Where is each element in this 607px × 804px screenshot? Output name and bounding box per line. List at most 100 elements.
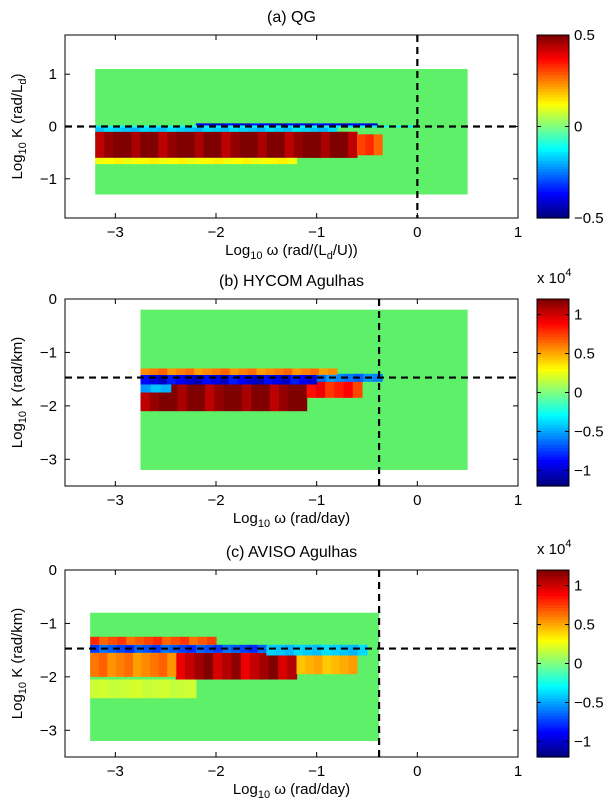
heatmap-cell bbox=[223, 384, 234, 412]
heatmap-cell bbox=[189, 636, 199, 645]
colorbar-segment bbox=[537, 212, 569, 216]
heatmap-cell bbox=[222, 652, 233, 680]
heatmap-cell bbox=[158, 652, 168, 677]
heatmap-cell bbox=[358, 123, 369, 127]
colorbar-segment bbox=[537, 727, 569, 732]
heatmap-cell bbox=[158, 368, 168, 375]
heatmap-cell bbox=[230, 131, 241, 158]
colorbar-segment bbox=[537, 745, 569, 749]
colorbar-segment bbox=[537, 115, 569, 119]
colorbar-tick-label: 0 bbox=[574, 119, 582, 136]
colorbar-segment bbox=[537, 137, 569, 142]
heatmap-cell bbox=[126, 636, 136, 645]
heatmap-cell bbox=[284, 131, 295, 158]
colorbar-segment bbox=[537, 369, 569, 373]
heatmap-cell bbox=[247, 126, 257, 132]
heatmap-cell bbox=[98, 652, 108, 677]
heatmap-cell bbox=[335, 373, 346, 382]
heatmap-cell bbox=[177, 157, 188, 165]
heatmap-cell bbox=[260, 384, 271, 412]
colorbar-segment bbox=[537, 310, 569, 315]
heatmap-cell bbox=[116, 644, 126, 653]
heatmap-cell bbox=[104, 126, 114, 132]
heatmap-cell bbox=[139, 126, 150, 132]
colorbar-segment bbox=[537, 55, 569, 59]
colorbar-segment bbox=[537, 415, 569, 420]
colorbar-segment bbox=[537, 575, 569, 580]
heatmap-cell bbox=[90, 652, 100, 677]
colorbar-segment bbox=[537, 707, 569, 711]
colorbar-segment bbox=[537, 412, 569, 417]
colorbar-segment bbox=[537, 307, 569, 312]
heatmap-cell bbox=[268, 123, 279, 127]
x-tick-label: 0 bbox=[413, 763, 421, 780]
heatmap-cell bbox=[237, 374, 247, 385]
heatmap-cell bbox=[140, 374, 150, 385]
heatmap-cell bbox=[149, 368, 159, 375]
heatmap-cell bbox=[104, 131, 114, 158]
heatmap-cell bbox=[132, 652, 143, 677]
colorbar-segment bbox=[537, 442, 569, 446]
heatmap-cell bbox=[246, 374, 256, 385]
heatmap-cell bbox=[212, 652, 223, 680]
axes-frame bbox=[64, 569, 519, 758]
heatmap-cell bbox=[213, 123, 224, 127]
heatmap-cell bbox=[95, 126, 105, 132]
colorbar-segment bbox=[537, 669, 569, 673]
heatmap-cell bbox=[281, 374, 291, 385]
heatmap-cell bbox=[113, 126, 123, 132]
colorbar-segment bbox=[537, 46, 569, 50]
colorbar-segment bbox=[537, 374, 569, 379]
colorbar-segment bbox=[537, 163, 569, 168]
colorbar-segment bbox=[537, 710, 569, 714]
x-tick-label: 0 bbox=[413, 492, 421, 509]
colorbar-segment bbox=[537, 421, 569, 426]
heatmap-cell bbox=[175, 126, 186, 132]
heatmap-cell bbox=[158, 384, 169, 412]
heatmap-cell bbox=[327, 368, 338, 375]
panel-title: (a) QG bbox=[267, 9, 316, 26]
panel-3: (c) AVISO Agulhas −3 −2 −1 0 1 −3 −2 −1 0 Log10 ω … bbox=[9, 538, 604, 801]
colorbar-segment bbox=[537, 392, 569, 397]
heatmap-cell bbox=[139, 125, 150, 128]
heatmap-cell bbox=[239, 644, 250, 653]
heatmap-cell bbox=[229, 368, 240, 375]
heatmap-cell bbox=[143, 644, 153, 653]
y-tick-label: −1 bbox=[40, 344, 57, 361]
colorbar-segment bbox=[537, 622, 569, 627]
heatmap-cell bbox=[184, 374, 194, 385]
colorbar-segment bbox=[537, 172, 569, 176]
colorbar-segment bbox=[537, 619, 569, 624]
colorbar-segment bbox=[537, 192, 569, 196]
colorbar-segment bbox=[537, 389, 569, 394]
heatmap-cell bbox=[338, 131, 349, 158]
heatmap-cell bbox=[266, 644, 277, 656]
colorbar-segment bbox=[537, 430, 569, 435]
heatmap-cell bbox=[185, 652, 195, 680]
x-tick-label: −1 bbox=[308, 224, 325, 241]
heatmap-cell bbox=[184, 126, 195, 132]
colorbar-tick-label: 1 bbox=[574, 307, 582, 324]
colorbar-segment bbox=[537, 471, 569, 475]
heatmap-cell bbox=[302, 644, 313, 656]
colorbar-segment bbox=[537, 83, 569, 88]
heatmap-cell bbox=[228, 374, 238, 385]
heatmap-cell bbox=[167, 368, 177, 375]
heatmap-cell bbox=[143, 679, 153, 699]
colorbar-segment bbox=[537, 86, 569, 90]
colorbar-segment bbox=[537, 730, 569, 735]
heatmap-cell bbox=[248, 644, 259, 653]
heatmap-cell bbox=[125, 679, 135, 699]
heatmap-cell bbox=[150, 157, 160, 165]
heatmap-cell bbox=[108, 636, 118, 645]
axes-frame bbox=[64, 298, 519, 487]
colorbar-segment bbox=[537, 60, 569, 65]
colorbar-segment bbox=[537, 395, 569, 399]
heatmap-cell bbox=[104, 125, 114, 128]
heatmap-cell bbox=[263, 374, 274, 385]
colorbar-segment bbox=[537, 701, 569, 706]
colorbar-segment bbox=[537, 57, 569, 62]
heatmap-cell bbox=[278, 384, 289, 412]
heatmap-cell bbox=[238, 126, 248, 132]
heatmap-cell bbox=[238, 368, 249, 375]
